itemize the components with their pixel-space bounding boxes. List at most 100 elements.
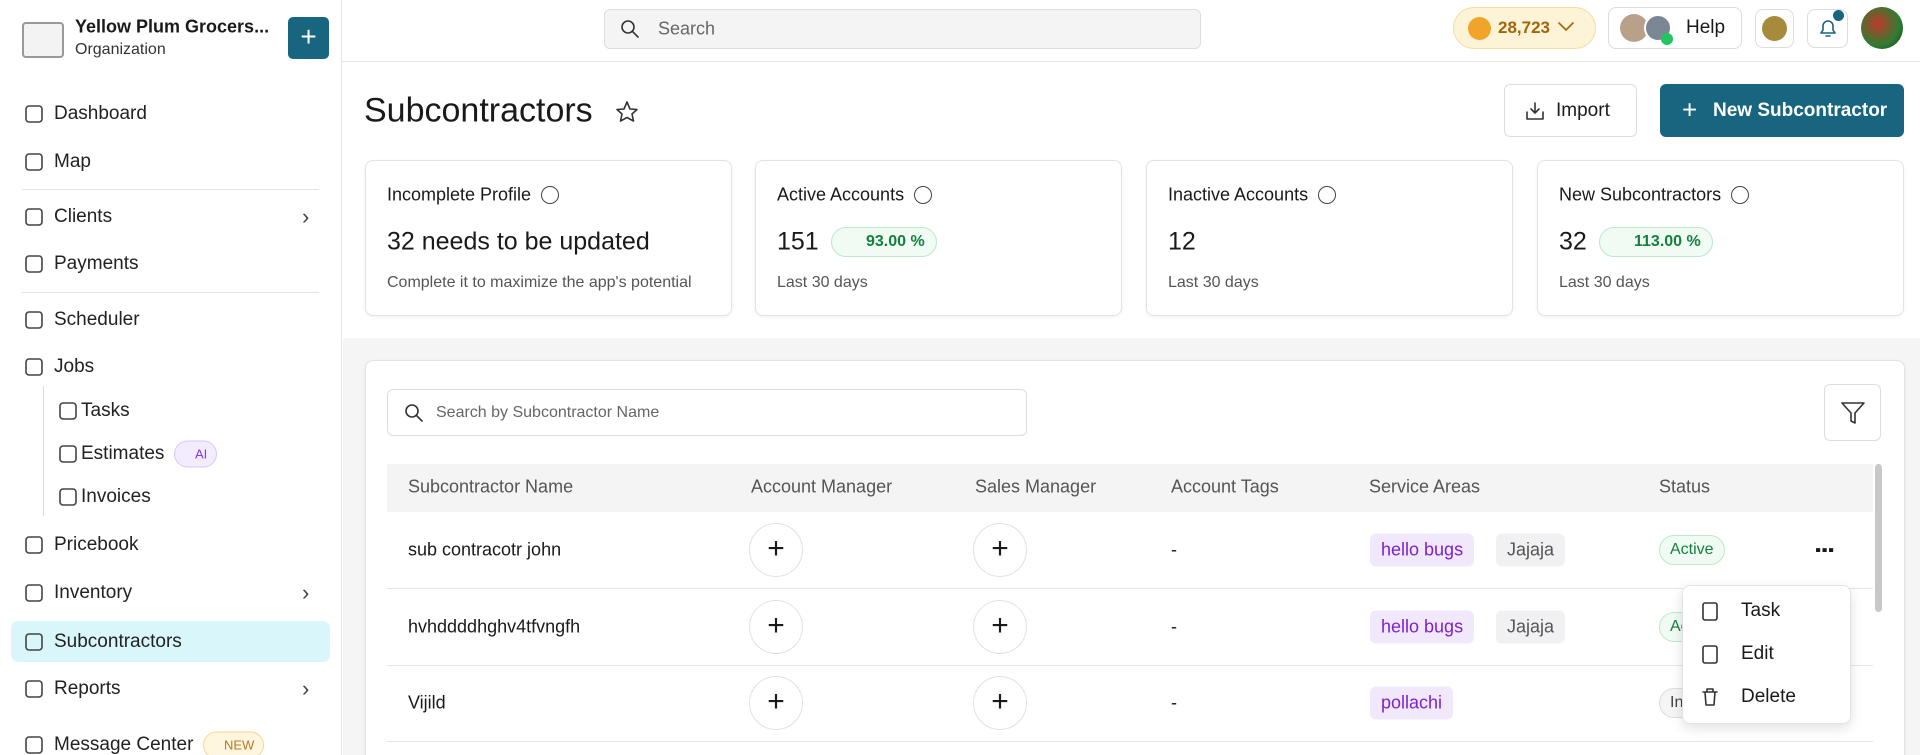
icon bbox=[59, 445, 77, 463]
avatar bbox=[1620, 14, 1648, 42]
filter-button[interactable] bbox=[1824, 384, 1881, 441]
assign-button[interactable]: + bbox=[749, 676, 803, 730]
icon bbox=[59, 402, 77, 420]
nav-item[interactable]: Tasks bbox=[81, 400, 130, 421]
page-title: Subcontractors bbox=[364, 91, 593, 130]
stat-title: Inactive Accounts bbox=[1168, 184, 1309, 205]
tree-line bbox=[43, 386, 44, 516]
favorite-star[interactable] bbox=[615, 100, 639, 124]
nav-item[interactable]: Scheduler bbox=[54, 309, 140, 330]
nav-item[interactable]: Pricebook bbox=[54, 534, 139, 555]
column-header: Account Manager bbox=[751, 476, 893, 497]
profile-avatar[interactable] bbox=[1861, 7, 1903, 49]
icon bbox=[25, 736, 43, 754]
table-search[interactable] bbox=[387, 389, 1027, 436]
org-logo bbox=[22, 22, 64, 58]
chevron: › bbox=[302, 676, 310, 701]
assign-button[interactable]: + bbox=[749, 600, 803, 654]
stat-badge: 113.00 % bbox=[1599, 227, 1713, 257]
service-area: Jajaja bbox=[1496, 533, 1566, 567]
global-search[interactable] bbox=[604, 9, 1201, 49]
assign-button[interactable]: + bbox=[749, 523, 803, 577]
import-icon bbox=[1526, 102, 1544, 120]
nav-item[interactable]: Reports bbox=[54, 678, 121, 699]
assign-button[interactable]: + bbox=[973, 600, 1027, 654]
add-button[interactable]: + bbox=[288, 17, 329, 59]
icon bbox=[1702, 688, 1718, 706]
nav-item[interactable]: Inventory bbox=[54, 582, 133, 603]
nav-item[interactable]: Payments bbox=[54, 253, 139, 274]
ai-button[interactable] bbox=[1755, 9, 1794, 48]
info-icon bbox=[1318, 186, 1336, 204]
new-label: New Subcontractor bbox=[1713, 100, 1888, 121]
stat-value: 32 bbox=[1559, 227, 1587, 256]
row-actions[interactable]: ⋮ bbox=[1812, 539, 1837, 561]
coins: 28,723 bbox=[1498, 18, 1550, 37]
scrollbar bbox=[1875, 464, 1882, 612]
chevron: › bbox=[302, 204, 310, 229]
notifications[interactable] bbox=[1807, 9, 1848, 48]
icon bbox=[25, 311, 43, 329]
nav-item[interactable]: Estimates bbox=[81, 443, 165, 464]
nav-item[interactable]: Message Center bbox=[54, 734, 194, 755]
info-icon bbox=[541, 186, 559, 204]
chevron: › bbox=[302, 580, 310, 605]
table-search-placeholder: Search by Subcontractor Name bbox=[436, 404, 660, 421]
icon bbox=[25, 633, 43, 651]
info-icon bbox=[914, 186, 932, 204]
stat-note: Complete it to maximize the app's potent… bbox=[387, 274, 692, 291]
icon bbox=[25, 358, 43, 376]
org-name[interactable]: Yellow Plum Grocers... bbox=[75, 16, 270, 37]
column-header: Status bbox=[1659, 476, 1711, 497]
table-panel bbox=[365, 360, 1905, 755]
menu-item[interactable]: Task bbox=[1741, 600, 1781, 621]
avatar bbox=[1644, 14, 1672, 42]
notification-dot bbox=[1833, 10, 1844, 21]
nav-item[interactable]: Clients bbox=[54, 206, 113, 227]
stat-badge: 93.00 % bbox=[831, 227, 937, 257]
subcontractor-name[interactable]: hvhddddhghv4tfvngfh bbox=[408, 616, 581, 637]
nav-item[interactable]: Jobs bbox=[54, 356, 95, 377]
account-tags: - bbox=[1171, 539, 1177, 560]
chevron bbox=[1558, 22, 1574, 31]
account-tags: - bbox=[1171, 692, 1177, 713]
org-type: Organization bbox=[75, 41, 166, 58]
stat-value: 32 needs to be updated bbox=[387, 227, 650, 256]
nav-item[interactable]: Map bbox=[54, 151, 91, 172]
icon bbox=[59, 488, 77, 506]
import-button[interactable] bbox=[1504, 84, 1637, 137]
subcontractor-name[interactable]: sub contracotr john bbox=[408, 539, 562, 560]
topbar-border bbox=[342, 61, 1920, 62]
icon bbox=[25, 153, 43, 171]
nav-item[interactable]: Subcontractors bbox=[54, 631, 182, 652]
nav-item[interactable]: Invoices bbox=[81, 486, 151, 507]
nav-item[interactable]: Dashboard bbox=[54, 103, 147, 124]
stat-note: Last 30 days bbox=[1168, 274, 1259, 291]
service-area: hello bugs bbox=[1370, 610, 1475, 644]
import-label: Import bbox=[1556, 100, 1610, 121]
service-area: pollachi bbox=[1370, 686, 1454, 720]
stat-card bbox=[755, 160, 1122, 316]
assign-button[interactable]: + bbox=[973, 676, 1027, 730]
subcontractor-name[interactable]: Vijild bbox=[408, 692, 446, 713]
stat-value: 12 bbox=[1168, 227, 1196, 256]
bell-icon bbox=[1820, 20, 1836, 37]
stat-note: Last 30 days bbox=[777, 274, 868, 291]
new-button[interactable] bbox=[1660, 84, 1904, 137]
column-header: Subcontractor Name bbox=[408, 476, 574, 497]
icon bbox=[25, 680, 43, 698]
assign-button[interactable]: + bbox=[973, 523, 1027, 577]
icon bbox=[25, 208, 43, 226]
menu-item[interactable]: Delete bbox=[1741, 686, 1796, 707]
help-pill[interactable] bbox=[1608, 7, 1742, 49]
service-area: hello bugs bbox=[1370, 533, 1475, 567]
stat-note: Last 30 days bbox=[1559, 274, 1650, 291]
icon bbox=[25, 536, 43, 554]
search-icon bbox=[621, 20, 639, 38]
stat-title: New Subcontractors bbox=[1559, 184, 1722, 205]
icon bbox=[1702, 645, 1718, 664]
menu-item[interactable]: Edit bbox=[1741, 643, 1774, 664]
online-dot bbox=[1661, 33, 1673, 45]
